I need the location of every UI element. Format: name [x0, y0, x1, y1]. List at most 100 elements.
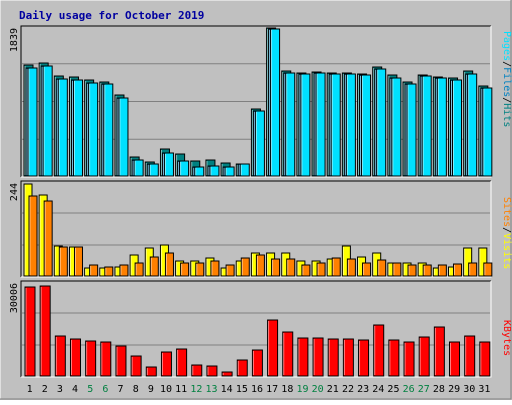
bar-sites-body [453, 263, 463, 277]
day-label: 18 [281, 384, 293, 395]
bar-kbytes [297, 337, 309, 377]
day-label: 31 [478, 384, 490, 395]
bar-pages-body [42, 65, 53, 177]
bar-kbytes [176, 348, 188, 377]
bar-sites [89, 264, 99, 277]
day-label: 7 [118, 384, 124, 395]
day-label: 9 [148, 384, 154, 395]
bar-pages [118, 97, 129, 177]
legend-item-hits: Hits [501, 103, 512, 127]
bar-pages [300, 73, 311, 177]
day-label: 11 [175, 384, 187, 395]
bar-pages [209, 165, 220, 177]
bar-kbytes [54, 335, 66, 377]
bar-kbytes-body [145, 366, 157, 377]
bar-sites-body [58, 246, 68, 277]
bar-pages-body [345, 73, 356, 177]
bar-kbytes-body [251, 349, 263, 377]
bar-pages [224, 166, 235, 177]
bar-pages [421, 75, 432, 177]
bar-sites [407, 264, 417, 277]
bar-kbytes-body [297, 337, 309, 377]
bar-kbytes [24, 286, 36, 377]
bar-kbytes-body [327, 338, 339, 377]
bar-pages-body [209, 165, 220, 177]
bar-sites [453, 263, 463, 277]
bar-kbytes-body [373, 324, 385, 377]
bar-kbytes [236, 359, 248, 377]
chart-title: Daily usage for October 2019 [19, 9, 204, 22]
bars-kbytes [24, 285, 491, 377]
bar-pages [42, 65, 53, 177]
max-value-label: 1839 [9, 28, 20, 52]
bar-kbytes [206, 365, 218, 377]
bar-pages-body [315, 72, 326, 177]
bar-kbytes [403, 341, 415, 377]
bar-sites-body [271, 258, 281, 277]
bar-kbytes-body [24, 286, 36, 377]
bar-kbytes-body [191, 364, 203, 377]
bar-sites-body [210, 260, 220, 277]
bar-kbytes-body [100, 341, 112, 377]
bar-pages-body [224, 166, 235, 177]
bar-kbytes [464, 335, 476, 377]
max-value-label: 244 [9, 183, 20, 201]
bar-pages-body [406, 83, 417, 177]
bar-sites-body [377, 259, 387, 277]
bar-kbytes-body [342, 338, 354, 377]
legend-item-files: Files [501, 67, 512, 97]
bars-hits-files-pages [23, 27, 493, 177]
bar-kbytes [251, 349, 263, 377]
bar-pages [315, 72, 326, 177]
bar-pages [285, 72, 296, 177]
legend-visits_sites: Sites/Visits [501, 197, 512, 269]
bar-sites-body [392, 262, 402, 277]
bar-pages [103, 83, 114, 177]
day-label: 1 [27, 384, 33, 395]
bar-kbytes [312, 337, 324, 377]
legend-item-kbytes: KBytes [501, 320, 512, 356]
day-label: 25 [387, 384, 399, 395]
bar-pages-body [103, 83, 114, 177]
bar-kbytes-body [433, 326, 445, 377]
bar-pages [436, 77, 447, 177]
bar-pages-body [376, 68, 387, 177]
bar-pages-body [133, 159, 144, 177]
day-label: 20 [312, 384, 324, 395]
bar-sites-body [483, 262, 493, 277]
bar-kbytes [100, 341, 112, 377]
bar-visits [478, 247, 488, 277]
panel-border [20, 180, 491, 277]
day-label: 3 [57, 384, 63, 395]
bar-kbytes-body [418, 336, 430, 377]
bar-kbytes [69, 338, 81, 377]
bar-pages-body [163, 152, 174, 177]
bar-pages [57, 78, 68, 177]
bar-sites [468, 262, 478, 277]
bar-kbytes [418, 336, 430, 377]
bar-sites [437, 264, 447, 277]
bar-sites [225, 264, 235, 277]
bar-pages [467, 73, 478, 177]
bar-sites [210, 260, 220, 277]
bar-pages-body [239, 163, 250, 177]
bar-kbytes [479, 341, 491, 377]
bar-pages-body [421, 75, 432, 177]
bar-pages [391, 77, 402, 177]
bar-kbytes [85, 340, 97, 377]
bar-kbytes [160, 351, 172, 377]
bar-sites-body [468, 262, 478, 277]
day-label: 5 [87, 384, 93, 395]
bar-pages-body [72, 79, 83, 177]
bar-pages [254, 110, 265, 177]
bar-sites-body [331, 257, 341, 277]
bar-pages-body [300, 73, 311, 177]
bar-sites-body [180, 262, 190, 277]
bar-kbytes-body [358, 339, 370, 377]
bar-sites [164, 252, 174, 277]
day-label: 15 [236, 384, 248, 395]
bar-sites [119, 264, 129, 277]
panel-border-light [21, 181, 492, 278]
bar-sites-body [134, 262, 144, 277]
